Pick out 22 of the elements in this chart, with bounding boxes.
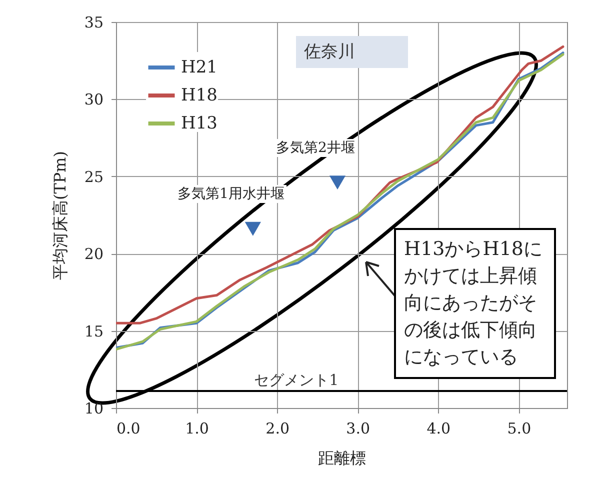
legend-label: H18 [181,86,218,106]
annotation: 多気第1用水井堰 [175,184,286,203]
annotation: 佐奈川 [304,42,355,62]
annotation: 多気第2井堰 [274,138,357,157]
x-tick-label: 5.0 [507,420,532,438]
y-tick-label: 15 [84,322,104,340]
ref-line-label: セグメント1 [254,371,339,390]
x-tick-label: 1.0 [185,420,209,438]
y-tick-label: 10 [84,400,104,418]
x-tick-label: 4.0 [426,420,451,438]
y-tick-label: 20 [84,245,104,264]
legend-label: H13 [181,114,218,134]
y-tick-label: 25 [84,168,104,186]
x-tick-label: 3.0 [346,420,370,438]
x-tick-label: 0.0 [116,420,140,438]
legend-label: H21 [181,58,218,78]
y-tick-label: 30 [84,90,104,109]
y-axis-title: 平均河床高(TPm) [50,150,70,280]
annotation: H13からH18にかけては上昇傾向にあったがその後は低下傾向になっている [394,228,556,379]
y-tick-label: 35 [84,14,104,32]
x-tick-label: 2.0 [266,420,290,438]
x-axis-title: 距離標 [318,448,366,468]
